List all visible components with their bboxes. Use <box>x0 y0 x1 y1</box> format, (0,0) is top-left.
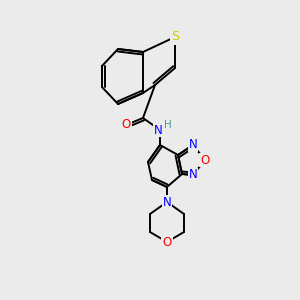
Text: O: O <box>200 154 210 166</box>
Text: N: N <box>189 169 197 182</box>
Text: N: N <box>154 124 162 136</box>
Text: H: H <box>164 120 172 130</box>
Text: O: O <box>122 118 130 131</box>
Text: S: S <box>171 31 179 44</box>
Text: N: N <box>163 196 171 208</box>
Text: O: O <box>162 236 172 248</box>
Text: N: N <box>189 139 197 152</box>
